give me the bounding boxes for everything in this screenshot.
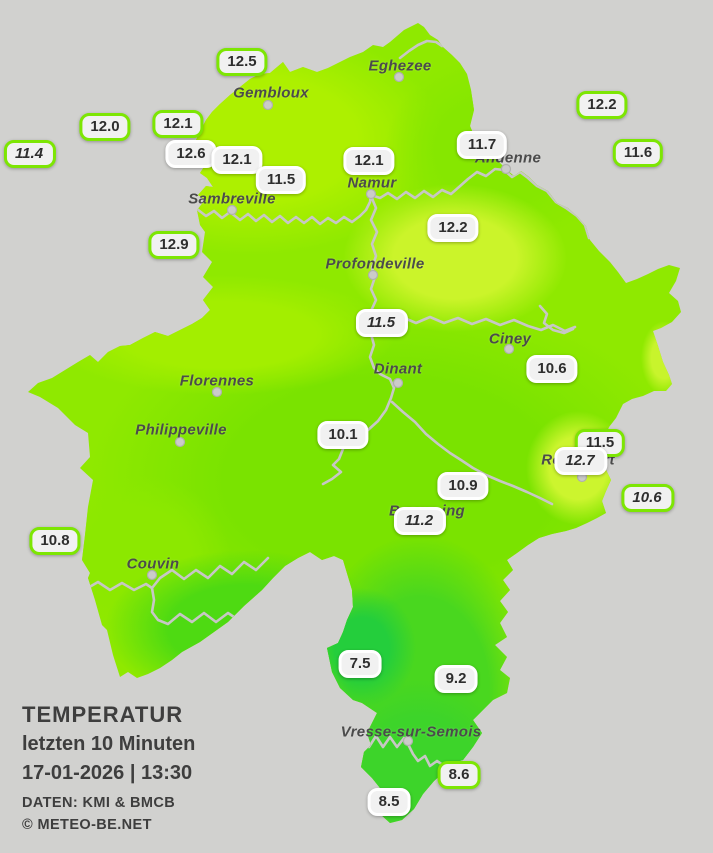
town-label: Philippeville	[135, 421, 227, 439]
river-lesse	[390, 400, 554, 506]
temperature-label: 10.6	[621, 484, 675, 512]
town-dot	[262, 99, 274, 111]
temperature-label: 11.7	[456, 131, 508, 159]
town-label: Couvin	[126, 555, 180, 573]
town-dot	[367, 269, 379, 281]
town-dot	[402, 735, 414, 747]
temperature-label: 11.2	[393, 507, 447, 535]
town-dot	[211, 386, 223, 398]
temperature-label: 12.2	[576, 91, 628, 119]
temperature-label: 11.5	[355, 309, 409, 337]
map-datetime: 17-01-2026 | 13:30	[22, 762, 193, 784]
town-dot	[226, 204, 238, 216]
temperature-label: 12.0	[79, 113, 131, 141]
river-eau-blanche	[58, 575, 262, 626]
map-title: TEMPERATUR	[22, 702, 184, 727]
data-source: DATEN: KMI & BMCB	[22, 795, 176, 811]
town-label: Ciney	[488, 330, 532, 348]
temperature-label: 12.6	[165, 140, 217, 168]
temperature-label: 8.6	[437, 761, 481, 789]
town-label: Florennes	[179, 372, 255, 390]
river-ciney-brook	[538, 304, 575, 335]
temperature-label: 10.9	[437, 472, 489, 500]
temperature-label: 12.1	[211, 146, 263, 174]
copyright-note: © METEO-BE.NET	[22, 817, 152, 833]
temperature-label: 7.5	[338, 650, 382, 678]
town-dot	[500, 163, 512, 175]
town-label: Namur	[347, 174, 397, 192]
temperature-label: 12.5	[216, 48, 268, 76]
town-dot	[392, 377, 404, 389]
town-dot	[365, 188, 377, 200]
town-label: Dinant	[373, 360, 423, 378]
river-meuse-north	[369, 167, 591, 240]
temperature-label: 10.1	[317, 421, 369, 449]
town-label: Profondeville	[325, 255, 425, 273]
temperature-label: 12.1	[152, 110, 204, 138]
town-dot	[503, 343, 515, 355]
temperature-label: 12.9	[148, 231, 200, 259]
temperature-label: 8.5	[367, 788, 411, 816]
temperature-label: 10.6	[526, 355, 578, 383]
river-mehaigne	[398, 39, 444, 60]
temperature-label: 11.5	[255, 166, 307, 194]
river-bocq	[372, 315, 577, 333]
town-dot	[393, 71, 405, 83]
temperature-label: 12.1	[343, 147, 395, 175]
town-label: Sambreville	[188, 190, 276, 208]
town-dot	[174, 436, 186, 448]
temperature-label: 12.2	[427, 214, 479, 242]
town-label: Vresse-sur-Semois	[340, 723, 482, 741]
river-meuse-south	[321, 194, 396, 486]
town-label: Gembloux	[233, 84, 309, 102]
town-dots	[146, 71, 588, 747]
river-eau-noire	[150, 556, 270, 590]
temperature-label: 11.6	[612, 139, 664, 167]
town-label: Eghezee	[368, 57, 432, 75]
temperature-label: 12.7	[554, 447, 608, 475]
town-dot	[146, 569, 158, 581]
temperature-label: 11.4	[3, 140, 57, 168]
temperature-label: 10.8	[29, 527, 81, 555]
title-block: TEMPERATUR letzten 10 Minuten 17-01-2026…	[22, 702, 195, 833]
temperature-label: 9.2	[434, 665, 478, 693]
map-subtitle: letzten 10 Minuten	[22, 733, 196, 755]
